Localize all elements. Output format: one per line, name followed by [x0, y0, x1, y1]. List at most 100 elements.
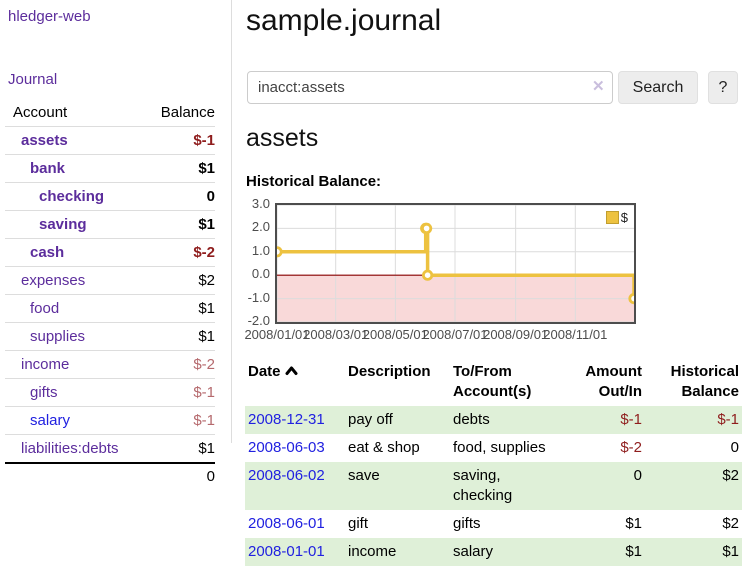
transaction-description: eat & shop — [348, 439, 420, 456]
accounts-table: Account Balance assets $-1 bank $1 check… — [5, 99, 215, 490]
account-link[interactable]: liabilities:debts — [21, 440, 119, 457]
transaction-balance: $-1 — [717, 411, 739, 428]
balance-chart-plot: $ — [275, 203, 636, 324]
clear-search-icon[interactable]: ✕ — [592, 78, 605, 95]
search-button[interactable]: Search — [618, 71, 698, 104]
account-link[interactable]: food — [30, 300, 60, 317]
transaction-description: gift — [348, 515, 369, 532]
account-row-checking: checking 0 — [5, 183, 215, 211]
transaction-amount: $1 — [625, 515, 642, 532]
account-balance: $-1 — [193, 384, 215, 401]
account-balance: $1 — [198, 160, 215, 177]
account-balance: $-1 — [193, 412, 215, 429]
y-axis-label: -2.0 — [247, 313, 270, 328]
transaction-amount: 0 — [633, 467, 642, 484]
account-row-gifts: gifts $-1 — [5, 379, 215, 407]
account-balance: $-2 — [193, 356, 215, 373]
account-column-header: Account — [13, 104, 68, 121]
transaction-date-link[interactable]: 2008-12-31 — [248, 411, 325, 428]
chart-title: Historical Balance: — [246, 173, 382, 190]
account-row-expenses: expenses $2 — [5, 267, 215, 295]
x-axis-label: 2008/07/01 — [422, 327, 488, 342]
transaction-date-link[interactable]: 2008-06-02 — [248, 467, 325, 484]
account-link[interactable]: salary — [30, 412, 71, 429]
account-balance: $1 — [198, 440, 215, 457]
sidebar-divider — [231, 0, 232, 443]
account-row-bank: bank $1 — [5, 155, 215, 183]
transaction-balance: $2 — [722, 467, 739, 484]
accounts-total-row: 0 — [5, 463, 215, 490]
account-balance: $-2 — [193, 244, 215, 261]
register-row: 2008-12-31 pay off debts $-1 $-1 — [245, 406, 742, 434]
transaction-accounts: saving, checking — [453, 467, 513, 504]
account-link[interactable]: checking — [39, 188, 105, 205]
account-balance: 0 — [206, 188, 215, 205]
account-row-food: food $1 — [5, 295, 215, 323]
accounts-total-value: 0 — [206, 468, 215, 485]
y-axis-label: 2.0 — [251, 219, 270, 235]
sidebar-item-journal[interactable]: Journal — [8, 71, 58, 88]
account-balance: $1 — [198, 216, 215, 233]
transaction-date-link[interactable]: 2008-06-01 — [248, 515, 325, 532]
account-row-liabilities-debts: liabilities:debts $1 — [5, 435, 215, 463]
register-table: Date Description To/From Account(s) Amou… — [245, 358, 742, 566]
account-link[interactable]: income — [21, 356, 70, 373]
account-balance: $2 — [198, 272, 215, 289]
page-title: sample.journal — [246, 4, 442, 37]
register-header-accounts: To/From Account(s) — [453, 363, 532, 400]
register-header-date[interactable]: Date — [245, 358, 345, 406]
x-axis-label: 2008/05/01 — [362, 327, 428, 342]
account-link[interactable]: cash — [30, 244, 65, 261]
legend-swatch — [605, 211, 619, 224]
y-axis-label: 3.0 — [251, 196, 270, 211]
account-link[interactable]: gifts — [30, 384, 58, 401]
y-axis-label: 1.0 — [251, 242, 270, 258]
x-axis-label: 2008/11/01 — [543, 327, 608, 342]
accounts-table-header: Account Balance — [5, 99, 215, 127]
y-axis-label: 0.0 — [251, 266, 270, 282]
legend-label: $ — [620, 210, 628, 225]
account-heading: assets — [246, 124, 319, 152]
app-title-link[interactable]: hledger-web — [8, 8, 91, 25]
y-axis-label: -1.0 — [247, 289, 270, 305]
transaction-date-link[interactable]: 2008-01-01 — [248, 543, 325, 560]
register-header-description: Description — [348, 363, 431, 380]
account-row-assets: assets $-1 — [5, 127, 215, 155]
account-row-supplies: supplies $1 — [5, 323, 215, 351]
transaction-accounts: gifts — [453, 515, 481, 532]
help-button[interactable]: ? — [708, 71, 738, 104]
search-input[interactable] — [247, 71, 613, 104]
x-axis-label: 2008/09/01 — [483, 327, 549, 342]
account-row-salary: salary $-1 — [5, 407, 215, 435]
transaction-amount: $-1 — [620, 411, 642, 428]
register-header-amount: Amount Out/In — [585, 363, 642, 400]
account-link[interactable]: saving — [39, 216, 87, 233]
account-balance: $1 — [198, 300, 215, 317]
transaction-balance: 0 — [730, 439, 739, 456]
transaction-accounts: salary — [453, 543, 494, 560]
account-link[interactable]: expenses — [21, 272, 86, 289]
account-link[interactable]: assets — [21, 132, 68, 149]
balance-column-header: Balance — [160, 104, 215, 121]
register-row: 2008-06-02 save saving, checking 0 $2 — [245, 462, 742, 510]
transaction-description: pay off — [348, 411, 393, 428]
account-link[interactable]: supplies — [30, 328, 86, 345]
balance-chart-svg — [277, 205, 634, 322]
account-row-cash: cash $-2 — [5, 239, 215, 267]
transaction-amount: $-2 — [620, 439, 642, 456]
transaction-accounts: food, supplies — [453, 439, 546, 456]
account-link[interactable]: bank — [30, 160, 66, 177]
transaction-balance: $1 — [722, 543, 739, 560]
register-header-balance: Historical Balance — [670, 363, 739, 400]
transaction-date-link[interactable]: 2008-06-03 — [248, 439, 325, 456]
register-row: 2008-01-01 income salary $1 $1 — [245, 538, 742, 566]
x-axis-label: 2008/01/01 — [244, 327, 310, 342]
x-axis-label: 2008/03/01 — [303, 327, 369, 342]
transaction-balance: $2 — [722, 515, 739, 532]
account-balance: $1 — [198, 328, 215, 345]
transaction-description: income — [348, 543, 397, 560]
transaction-accounts: debts — [453, 411, 490, 428]
register-header-row: Date Description To/From Account(s) Amou… — [245, 358, 742, 406]
sort-ascending-icon — [285, 362, 298, 382]
account-balance: $-1 — [193, 132, 215, 149]
